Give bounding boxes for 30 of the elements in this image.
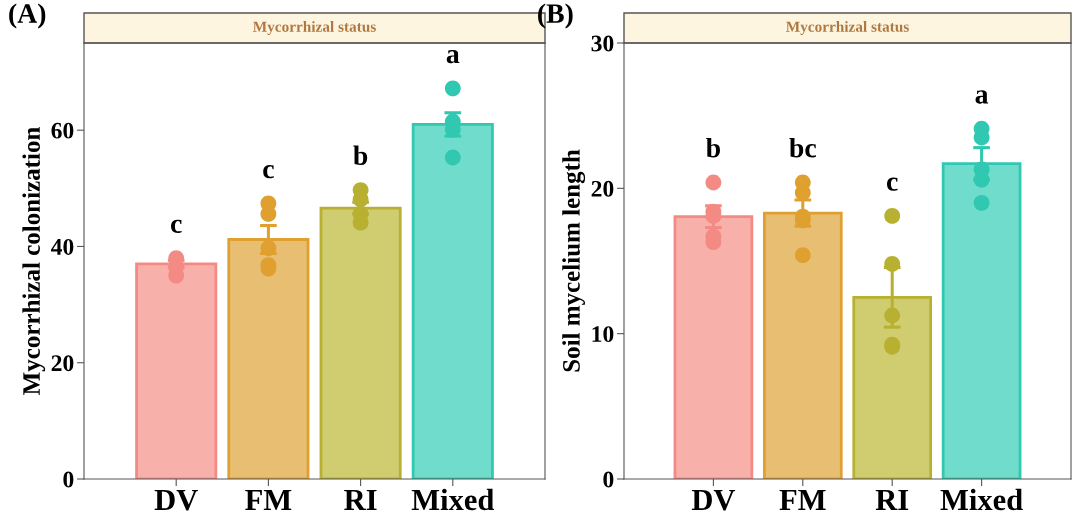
- y-tick-label: 20: [51, 355, 74, 372]
- annotation: c: [170, 219, 182, 233]
- x-tick-label: DV: [154, 489, 198, 511]
- chart-title: (A): [9, 3, 46, 29]
- annotation: b: [706, 137, 720, 158]
- x-tick-label: FM: [245, 489, 292, 510]
- y-tick-label: 0: [603, 471, 614, 488]
- chart-title: (B): [538, 3, 573, 29]
- y-tick-label: 60: [51, 122, 74, 139]
- x-tick-label: RI: [875, 489, 909, 510]
- annotation: bc: [789, 137, 816, 158]
- annotation: a: [975, 90, 989, 104]
- y-tick-label: 10: [592, 326, 614, 343]
- annotation: c: [886, 177, 898, 191]
- x-tick-label: Mixed: [940, 488, 1023, 511]
- y-axis-title: Soil mycelium length: [562, 149, 586, 372]
- annotation: b: [353, 145, 368, 165]
- chart-subtitle: Mycorrhizal status: [786, 21, 909, 35]
- x-tick-label: DV: [691, 489, 736, 511]
- y-tick-label: 0: [63, 471, 74, 488]
- annotation: c: [263, 165, 274, 179]
- x-tick-label: RI: [344, 489, 377, 510]
- x-tick-label: Mixed: [411, 488, 495, 511]
- y-tick-label: 40: [50, 238, 74, 255]
- y-tick-label: 30: [591, 35, 614, 52]
- y-tick-label: 20: [591, 180, 614, 197]
- x-tick-label: FM: [779, 489, 826, 510]
- y-axis-title: Mycorrhizal colonization: [22, 127, 46, 395]
- annotation: a: [446, 49, 460, 64]
- chart-subtitle: Mycorrhizal status: [253, 21, 376, 35]
